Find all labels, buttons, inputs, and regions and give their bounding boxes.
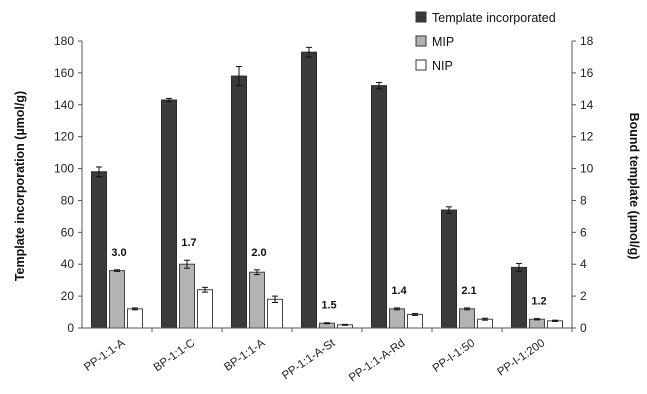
bar-template-incorporated — [371, 85, 387, 329]
legend-swatch — [415, 11, 427, 23]
right-tick-label: 16 — [580, 66, 594, 80]
right-tick-label: 0 — [580, 321, 587, 335]
right-tick-label: 10 — [580, 162, 594, 176]
left-tick-label: 80 — [61, 193, 75, 207]
legend-label: MIP — [432, 35, 454, 49]
ratio-label: 1.4 — [391, 285, 407, 297]
right-tick-label: 2 — [580, 289, 587, 303]
bar-mip — [249, 271, 265, 329]
right-tick-label: 12 — [580, 130, 594, 144]
left-tick-label: 140 — [54, 98, 74, 112]
left-tick-label: 120 — [54, 130, 74, 144]
category-label: BP-1:1-C — [152, 337, 198, 374]
bar-mip — [109, 270, 125, 329]
category-label: PP-1:1-A-Rd — [347, 337, 407, 384]
bar-mip — [389, 308, 405, 329]
bar-template-incorporated — [441, 209, 457, 329]
bar-nip — [407, 313, 423, 329]
ratio-label: 1.2 — [531, 296, 546, 308]
right-tick-label: 4 — [580, 257, 587, 271]
legend-swatch — [415, 35, 427, 47]
left-tick-label: 100 — [54, 162, 74, 176]
bar-mip — [179, 263, 195, 329]
bar-template-incorporated — [231, 75, 247, 329]
legend-swatch — [415, 59, 427, 71]
ratio-label: 3.0 — [111, 247, 126, 259]
y2-axis-title: Bound template (µmol/g) — [627, 113, 641, 260]
left-axis: 0 20 40 60 80 100 120 140 160 180 — [54, 34, 83, 335]
ratio-label: 1.5 — [321, 300, 336, 312]
left-tick-label: 180 — [54, 34, 74, 48]
legend-label: NIP — [432, 59, 453, 73]
bar-nip — [127, 308, 143, 329]
ratio-label: 1.7 — [181, 237, 196, 249]
y-axis-title: Template incorporation (µmol/g) — [13, 91, 27, 281]
category-label: PP-I-1:200 — [495, 337, 547, 378]
category-axis: PP-1:1-A BP-1:1-C BP-1:1-A PP-1:1-A-St PP-1:… — [82, 327, 573, 384]
left-tick-label: 60 — [61, 225, 75, 239]
right-tick-label: 6 — [580, 225, 587, 239]
bar-mip — [529, 318, 545, 329]
left-tick-label: 160 — [54, 66, 74, 80]
right-tick-label: 18 — [580, 34, 594, 48]
category-label: PP-1:1-A — [82, 337, 127, 374]
right-tick-label: 14 — [580, 98, 594, 112]
bar-nip — [197, 289, 213, 329]
left-tick-label: 20 — [61, 289, 75, 303]
legend: Template incorporated MIP NIP — [415, 11, 556, 73]
right-tick-label: 8 — [580, 193, 587, 207]
category-label: PP-I-1:50 — [431, 337, 478, 375]
bar-nip — [267, 298, 283, 329]
left-tick-label: 0 — [67, 321, 74, 335]
ratio-label: 2.1 — [461, 285, 476, 297]
bar-mip — [459, 308, 475, 329]
bar-template-incorporated — [301, 51, 317, 329]
ratio-label: 2.0 — [251, 247, 266, 259]
category-label: PP-1:1-A-St — [280, 337, 338, 382]
bar-template-incorporated — [511, 266, 527, 329]
legend-label: Template incorporated — [432, 11, 556, 25]
right-axis: 0 2 4 6 8 10 12 14 16 18 — [571, 34, 594, 335]
category-label: BP-1:1-A — [222, 337, 267, 374]
bar-template-incorporated — [161, 99, 177, 329]
plot-area: 3.0 1.7 2.0 1.5 1.4 2.1 1.2 — [91, 46, 563, 329]
left-tick-label: 40 — [61, 257, 75, 271]
bar-template-incorporated — [91, 171, 107, 329]
